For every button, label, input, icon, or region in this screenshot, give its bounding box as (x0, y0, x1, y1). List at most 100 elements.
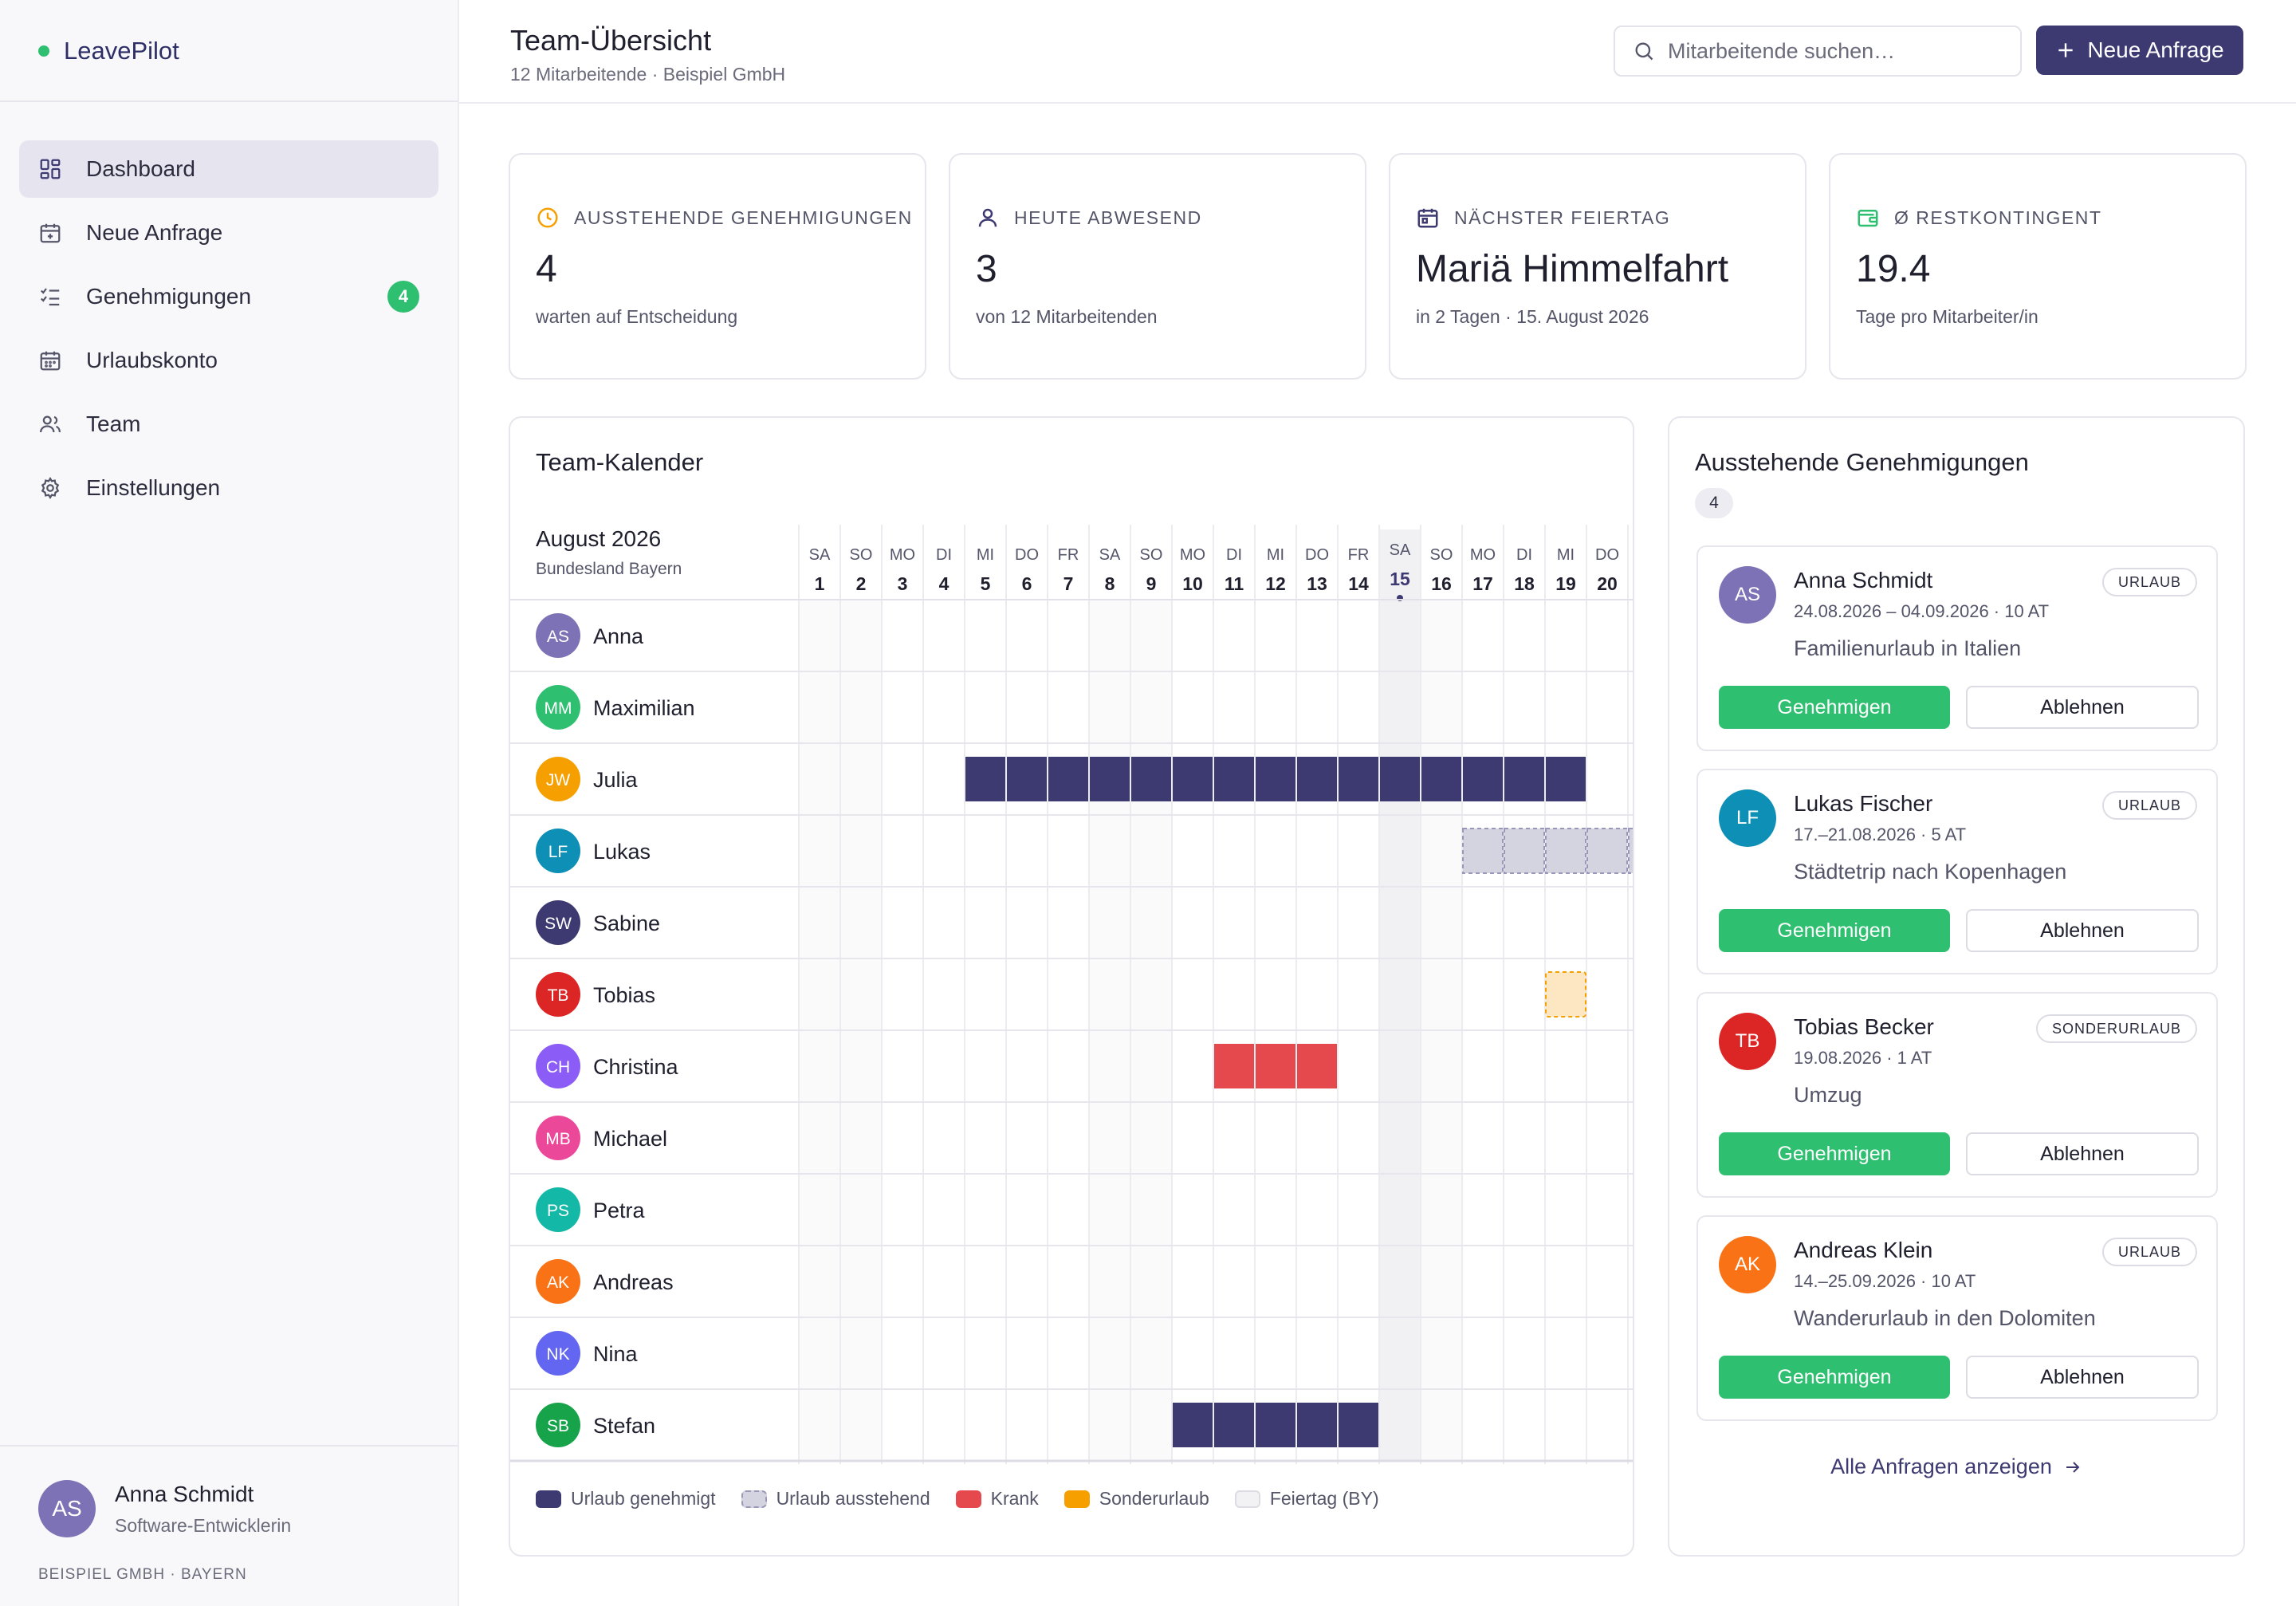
request-card: TB Tobias Becker 19.08.2026 · 1 AT Umzug… (1696, 992, 2218, 1198)
legend-label: Sonderurlaub (1099, 1488, 1209, 1509)
plus-icon (2058, 43, 2074, 57)
request-reason: Familienurlaub in Italien (1794, 636, 2022, 660)
request-card: AK Andreas Klein 14.–25.09.2026 · 10 AT … (1696, 1215, 2218, 1421)
absence-approved (1297, 1403, 1337, 1447)
day-weekday-label: SO (1140, 546, 1163, 564)
absence-approved (965, 757, 1005, 801)
reject-button[interactable]: Ablehnen (1966, 686, 2199, 729)
day-weekday-label: SA (1390, 541, 1411, 559)
absence-approved (1048, 757, 1088, 801)
divider (0, 100, 458, 102)
reject-button[interactable]: Ablehnen (1966, 1356, 2199, 1399)
absence-approved (1007, 757, 1047, 801)
employee-name: Nina (593, 1342, 639, 1366)
sidebar-item-leave-account[interactable]: Urlaubskonto (19, 332, 438, 389)
request-dates: 24.08.2026 – 04.09.2026 · 10 AT (1794, 601, 2050, 621)
day-weekday-label: FR (1348, 546, 1370, 564)
wallet-icon (1858, 210, 1878, 227)
sidebar-item-label: Team (86, 411, 141, 436)
day-number-label: 6 (1022, 573, 1032, 594)
day-number-label: 8 (1105, 573, 1115, 594)
day-weekday-label: SO (850, 546, 873, 564)
sidebar-item-approvals[interactable]: Genehmigungen 4 (19, 268, 438, 325)
arrow-right-icon (2066, 1461, 2080, 1473)
brand-logo[interactable]: LeavePilot (38, 35, 179, 67)
day-number-label: 11 (1225, 573, 1244, 594)
day-number-label: 13 (1307, 573, 1327, 594)
brand-dot-icon (38, 45, 49, 57)
approve-button[interactable]: Genehmigen (1719, 1356, 1950, 1399)
day-number-label: 9 (1146, 573, 1157, 594)
stat-card-remaining: Ø RESTKONTINGENT 19.4 Tage pro Mitarbeit… (1829, 153, 2247, 380)
divider (0, 1445, 458, 1447)
calendar-holiday-icon (1417, 208, 1438, 228)
avatar (536, 1187, 580, 1232)
day-weekday-label: DI (1516, 546, 1532, 564)
legend-swatch (1063, 1490, 1090, 1508)
avatar-initials: SW (545, 915, 572, 933)
calendar-legend: Urlaub genehmigt Urlaub ausstehend Krank… (536, 1488, 1405, 1510)
absence-special (1545, 971, 1586, 1018)
day-weekday-label: DI (1226, 546, 1242, 564)
day-number-label: 20 (1597, 573, 1618, 594)
day-weekday-label: MI (1267, 546, 1284, 564)
day-number-label: 10 (1182, 573, 1203, 594)
request-reason: Wanderurlaub in den Dolomiten (1794, 1306, 2096, 1330)
company-label: BEISPIEL GMBH · BAYERN (38, 1566, 247, 1583)
day-number-label: 15 (1390, 569, 1410, 589)
request-type-tag: URLAUB (2101, 791, 2197, 820)
avatar (536, 685, 580, 730)
sidebar-item-team[interactable]: Team (19, 396, 438, 453)
avatar[interactable]: AS (38, 1480, 96, 1537)
legend-item-sick: Krank (955, 1488, 1039, 1510)
employee-name: Petra (593, 1199, 646, 1222)
request-type-tag: SONDERURLAUB (2035, 1014, 2197, 1043)
calendar-grid: SA 1 SO 2 MO 3 DI 4 MI 5 DO 6 FR 7 SA 8 SO 9 MO 10 DI 11 MI 12 D… (510, 525, 1633, 1464)
day-weekday-label: MI (977, 546, 994, 564)
search-input[interactable] (1668, 38, 2003, 64)
all-requests-link[interactable]: Alle Anfragen anzeigen (1669, 1454, 2243, 1479)
absence-approved (1173, 757, 1213, 801)
employee-name: Anna (593, 624, 644, 648)
absence-approved (1297, 757, 1337, 801)
day-number-label: 12 (1265, 573, 1286, 594)
request-card: LF Lukas Fischer 17.–21.08.2026 · 5 AT S… (1696, 769, 2218, 974)
header: Team-Übersicht 12 Mitarbeitende · Beispi… (459, 0, 2296, 104)
absence-approved (1173, 1403, 1213, 1447)
absence-approved (1546, 757, 1586, 801)
reject-button[interactable]: Ablehnen (1966, 1132, 2199, 1175)
day-number-label: 2 (856, 573, 867, 594)
user-name: Anna Schmidt (115, 1482, 254, 1506)
avatar-initials: JW (546, 771, 571, 789)
avatar (536, 1259, 580, 1304)
new-request-button[interactable]: Neue Anfrage (2036, 26, 2243, 75)
sidebar-item-settings[interactable]: Einstellungen (19, 459, 438, 517)
stat-desc: Tage pro Mitarbeiter/in (1856, 306, 2038, 327)
all-requests-label: Alle Anfragen anzeigen (1830, 1454, 2052, 1478)
sidebar-item-new-request[interactable]: Neue Anfrage (19, 204, 438, 262)
day-weekday-label: MO (1470, 546, 1496, 564)
legend-swatch (536, 1490, 561, 1508)
day-weekday-label: SA (1099, 546, 1121, 564)
request-type-tag: URLAUB (2101, 568, 2197, 596)
legend-swatch (955, 1490, 981, 1508)
sidebar-item-dashboard[interactable]: Dashboard (19, 140, 438, 198)
employee-name: Sabine (593, 911, 660, 935)
reject-button[interactable]: Ablehnen (1966, 909, 2199, 952)
avatar (536, 757, 580, 801)
calendar-plus-icon (38, 221, 62, 245)
approve-button[interactable]: Genehmigen (1719, 1132, 1950, 1175)
stat-value: 19.4 (1856, 248, 1931, 290)
employee-name: Maximilian (593, 696, 695, 720)
approve-button[interactable]: Genehmigen (1719, 686, 1950, 729)
request-name: Andreas Klein (1794, 1238, 1933, 1262)
approve-button[interactable]: Genehmigen (1719, 909, 1950, 952)
absence-approved (1131, 757, 1171, 801)
avatar-initials: NK (546, 1345, 569, 1364)
stat-label: AUSSTEHENDE GENEHMIGUNGEN (536, 206, 913, 230)
stat-label: Ø RESTKONTINGENT (1856, 206, 2101, 230)
employee-name: Christina (593, 1055, 679, 1079)
day-weekday-label: MO (1180, 546, 1205, 564)
gear-icon (38, 476, 62, 500)
employee-name: Stefan (593, 1414, 655, 1438)
